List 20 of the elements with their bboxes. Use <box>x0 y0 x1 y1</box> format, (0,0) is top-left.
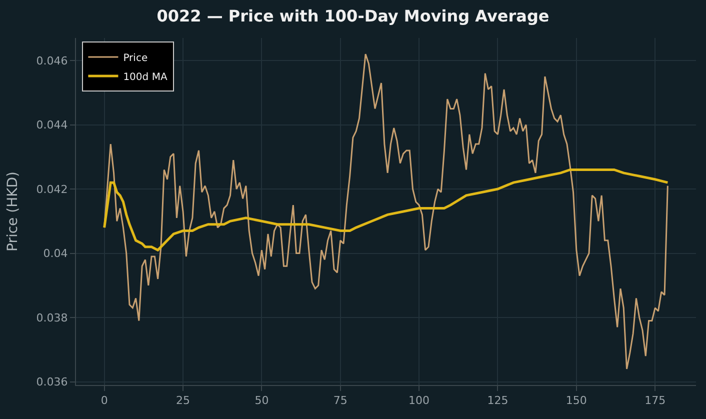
x-tick-label: 150 <box>566 394 587 408</box>
x-tick-label: 0 <box>100 394 108 408</box>
y-tick-label: 0.046 <box>36 54 68 68</box>
legend-label: 100d MA <box>123 72 168 83</box>
x-tick-label: 100 <box>408 394 430 408</box>
x-tick-label: 125 <box>487 394 508 408</box>
y-tick-label: 0.042 <box>36 182 68 196</box>
line-series <box>103 168 669 252</box>
x-tick-label: 50 <box>254 394 269 408</box>
y-tick-label: 0.044 <box>36 118 68 132</box>
chart-title: 0022 — Price with 100-Day Moving Average <box>156 6 550 26</box>
x-tick-label: 25 <box>176 394 190 408</box>
y-axis-title: Price (HKD) <box>4 171 21 252</box>
legend-label: Price <box>123 52 148 64</box>
y-tick-label: 0.04 <box>43 247 68 260</box>
line-series <box>104 53 668 370</box>
x-tick-label: 75 <box>333 394 348 408</box>
y-tick-label: 0.038 <box>36 311 68 324</box>
y-tick-label: 0.036 <box>36 376 68 389</box>
x-tick-label: 175 <box>644 394 666 408</box>
